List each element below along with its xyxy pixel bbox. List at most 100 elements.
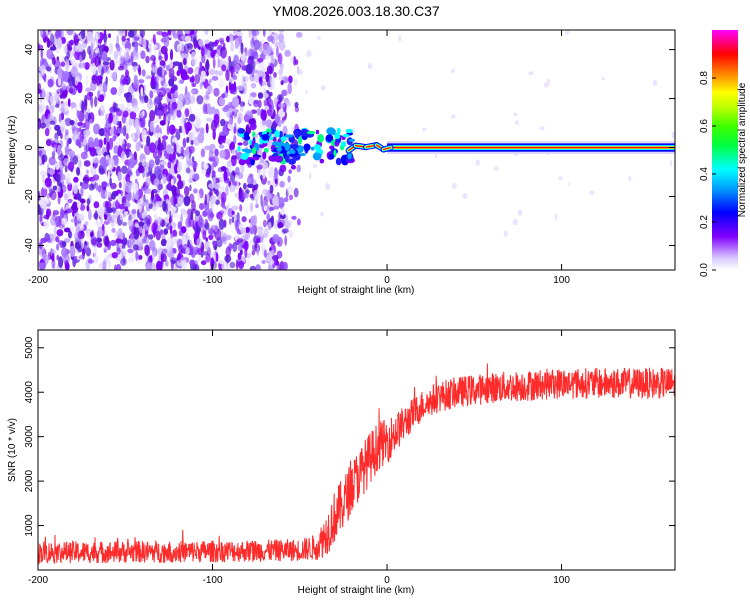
y-tick-label: -40	[24, 238, 35, 253]
snr-frame	[37, 329, 676, 571]
noise-blob	[60, 209, 65, 219]
noise-blob	[145, 188, 152, 195]
transition-blob	[303, 143, 311, 151]
noise-blob	[277, 52, 283, 65]
noise-blob	[122, 232, 125, 240]
noise-blob	[188, 216, 195, 228]
noise-blob	[168, 154, 174, 163]
noise-blob	[257, 57, 264, 63]
noise-blob	[121, 35, 126, 42]
noise-blob	[312, 164, 317, 168]
noise-blob	[56, 173, 61, 183]
noise-blob	[233, 134, 237, 145]
noise-blob	[125, 69, 129, 78]
noise-blob	[280, 80, 284, 86]
noise-blob	[91, 238, 97, 246]
noise-blob	[185, 167, 191, 174]
x-tick-label: 100	[553, 275, 570, 286]
transition-blob	[334, 132, 341, 140]
noise-blob	[285, 100, 292, 107]
noise-blob	[103, 220, 110, 225]
noise-blob	[240, 42, 244, 55]
noise-blob	[164, 201, 167, 210]
noise-blob	[123, 201, 131, 208]
noise-blob	[66, 40, 73, 53]
noise-blob	[38, 88, 42, 94]
noise-blob	[189, 193, 195, 203]
noise-blob	[107, 171, 111, 181]
noise-blob	[206, 69, 209, 77]
noise-blob	[107, 213, 112, 222]
noise-blob	[64, 129, 69, 136]
noise-blob	[208, 68, 216, 76]
transition-blob	[319, 158, 325, 164]
noise-blob	[169, 257, 177, 264]
noise-blob	[89, 54, 94, 60]
noise-blob	[250, 48, 258, 57]
noise-blob	[95, 33, 98, 40]
noise-blob	[398, 35, 402, 42]
transition-blob	[336, 127, 341, 135]
transition-blob	[280, 136, 288, 141]
noise-blob	[237, 238, 244, 243]
snr-ticks: -200 -100 0 100 1000 2000 3000 4000 5000	[24, 330, 675, 586]
noise-blob	[132, 244, 139, 251]
noise-blob	[126, 142, 131, 149]
noise-blob	[41, 64, 46, 76]
noise-blob	[462, 193, 468, 199]
noise-blob	[174, 90, 179, 98]
noise-blob	[165, 115, 169, 127]
noise-blob	[220, 166, 227, 172]
noise-blob	[107, 68, 111, 74]
y-tick-label: -20	[24, 189, 35, 204]
chart-title: YM08.2026.003.18.30.C37	[272, 3, 440, 19]
y-tick-label: 20	[24, 93, 35, 105]
transition-blob	[274, 155, 284, 163]
noise-blob	[105, 201, 112, 209]
noise-blob	[124, 30, 128, 37]
noise-blob	[68, 150, 75, 158]
noise-blob	[100, 216, 103, 225]
noise-blob	[63, 193, 69, 201]
noise-blob	[183, 43, 190, 54]
tone-band	[387, 146, 675, 149]
noise-blob	[220, 118, 226, 127]
noise-blob	[503, 230, 508, 237]
y-tick-label: 4000	[24, 381, 35, 404]
noise-blob	[69, 87, 73, 94]
noise-blob	[127, 220, 133, 226]
noise-blob	[137, 165, 145, 174]
transition-blob	[252, 147, 257, 155]
noise-blob	[246, 110, 253, 116]
noise-blob	[148, 234, 154, 240]
noise-blob	[247, 174, 254, 187]
noise-blob	[38, 44, 44, 50]
noise-blob	[103, 30, 107, 37]
noise-blob	[231, 210, 235, 215]
noise-blob	[274, 41, 280, 47]
noise-blob	[83, 160, 91, 167]
noise-blob	[153, 44, 158, 54]
noise-blob	[202, 99, 209, 104]
noise-blob	[256, 108, 262, 116]
noise-blob	[517, 209, 523, 216]
noise-blob	[85, 87, 92, 92]
colorbar-tick-label: 0.2	[699, 215, 710, 229]
noise-blob	[122, 221, 128, 227]
noise-blob	[172, 213, 180, 218]
noise-blob	[211, 170, 216, 177]
noise-blob	[258, 76, 263, 85]
noise-blob	[167, 237, 172, 246]
spectrogram-frame	[37, 29, 676, 271]
noise-blob	[150, 262, 156, 270]
noise-blob	[112, 214, 115, 219]
noise-blob	[110, 87, 118, 96]
noise-blob	[169, 49, 174, 61]
noise-blob	[158, 55, 163, 61]
noise-blob	[48, 156, 56, 166]
noise-blob	[221, 93, 226, 99]
noise-blob	[234, 63, 241, 72]
noise-blob	[204, 240, 210, 251]
noise-blob	[236, 85, 244, 91]
noise-blob	[121, 78, 129, 85]
